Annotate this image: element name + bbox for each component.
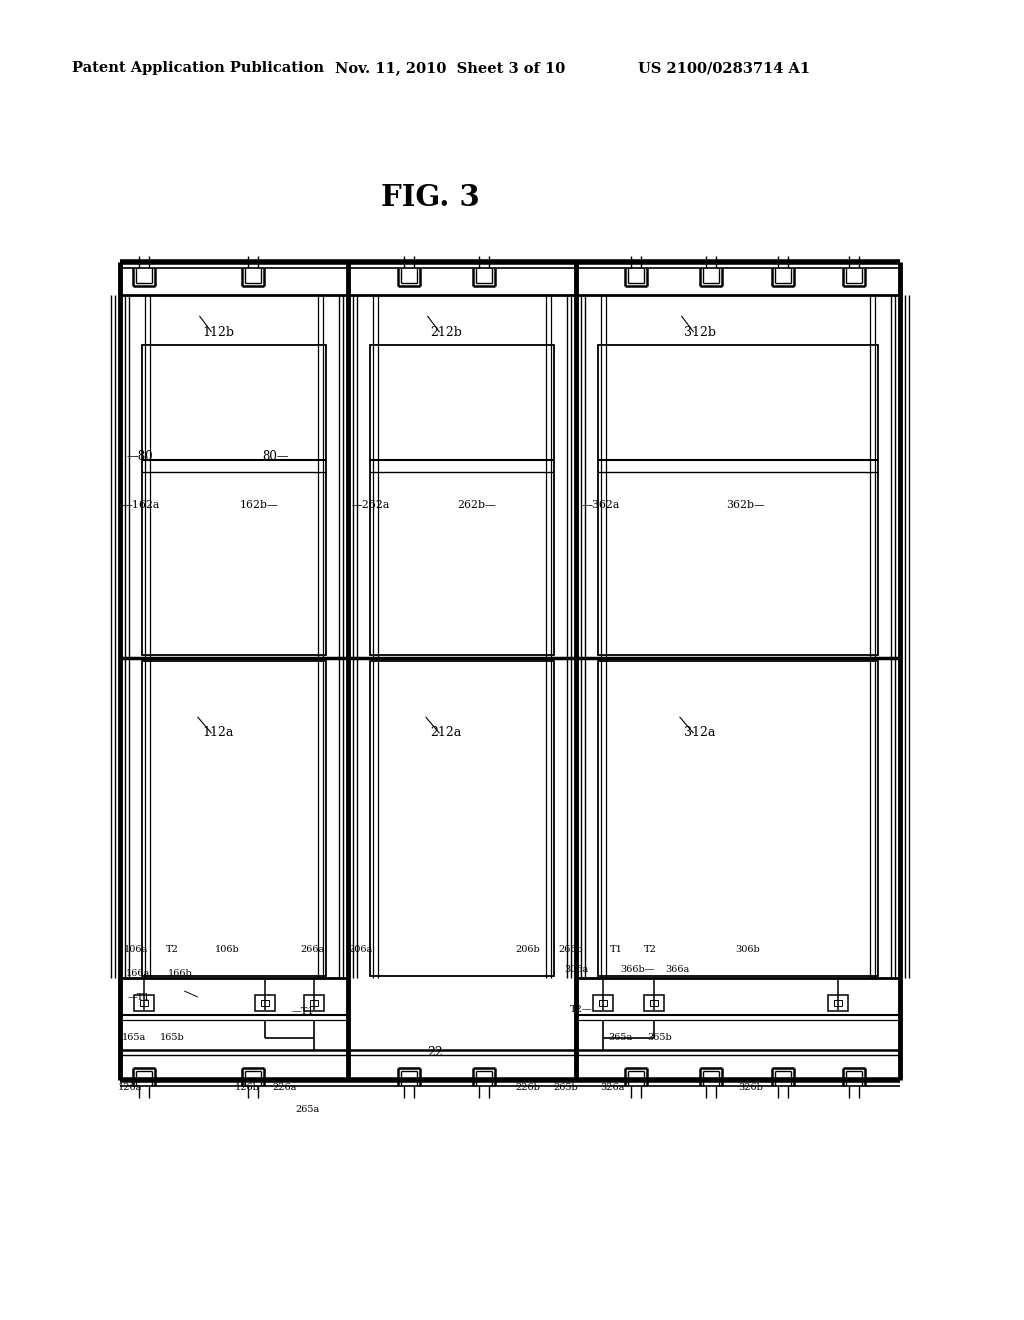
Text: 112b: 112b xyxy=(202,326,234,338)
Text: 212a: 212a xyxy=(430,726,462,739)
Bar xyxy=(304,995,324,1011)
Text: 365a: 365a xyxy=(608,1034,632,1043)
Bar xyxy=(593,995,613,1011)
Text: —T1: —T1 xyxy=(292,1007,314,1016)
Text: 206a: 206a xyxy=(348,945,373,954)
Text: 206b: 206b xyxy=(515,945,540,954)
Text: T2: T2 xyxy=(644,945,656,954)
Text: T2—: T2— xyxy=(570,1006,593,1015)
Text: 266a: 266a xyxy=(300,945,325,954)
Text: —362a: —362a xyxy=(582,500,621,510)
Bar xyxy=(142,345,326,655)
Bar xyxy=(261,1001,269,1006)
Text: Nov. 11, 2010  Sheet 3 of 10: Nov. 11, 2010 Sheet 3 of 10 xyxy=(335,61,565,75)
Text: 165a: 165a xyxy=(122,1034,146,1043)
Text: 266b: 266b xyxy=(558,945,583,954)
Text: 162b—: 162b— xyxy=(240,500,279,510)
Text: T1: T1 xyxy=(610,945,623,954)
Text: 306b: 306b xyxy=(735,945,760,954)
Text: 262b—: 262b— xyxy=(457,500,496,510)
Text: 126a: 126a xyxy=(118,1084,142,1093)
Bar xyxy=(134,995,154,1011)
Text: 265a: 265a xyxy=(295,1106,319,1114)
Text: 362b—: 362b— xyxy=(726,500,765,510)
Text: 106a: 106a xyxy=(124,945,148,954)
Text: 312b: 312b xyxy=(684,326,716,338)
Bar xyxy=(140,1001,148,1006)
Text: US 2100/0283714 A1: US 2100/0283714 A1 xyxy=(638,61,810,75)
Text: 306a: 306a xyxy=(564,965,588,974)
Bar xyxy=(644,995,664,1011)
Text: —262a: —262a xyxy=(352,500,390,510)
Text: 112a: 112a xyxy=(203,726,233,739)
Bar xyxy=(598,661,878,975)
Bar xyxy=(598,345,878,655)
Text: 166b: 166b xyxy=(168,969,193,978)
Text: 312a: 312a xyxy=(684,726,716,739)
Text: 165b: 165b xyxy=(160,1034,184,1043)
Bar xyxy=(828,995,848,1011)
Bar xyxy=(255,995,275,1011)
Text: T2: T2 xyxy=(166,945,179,954)
Text: 126b: 126b xyxy=(234,1084,260,1093)
Text: Patent Application Publication: Patent Application Publication xyxy=(72,61,324,75)
Text: 80—: 80— xyxy=(262,450,289,462)
Text: 326b: 326b xyxy=(738,1084,763,1093)
Bar xyxy=(834,1001,842,1006)
Bar xyxy=(310,1001,318,1006)
Text: 226a: 226a xyxy=(272,1084,296,1093)
Text: 106b: 106b xyxy=(215,945,240,954)
Bar xyxy=(650,1001,658,1006)
Text: 365b: 365b xyxy=(647,1034,672,1043)
Bar xyxy=(370,661,554,975)
Bar xyxy=(370,345,554,655)
Text: 212b: 212b xyxy=(430,326,462,338)
Bar xyxy=(142,661,326,975)
Text: 265b: 265b xyxy=(553,1084,578,1093)
Text: 226b: 226b xyxy=(515,1084,540,1093)
Text: —162a: —162a xyxy=(122,500,160,510)
Text: 366a: 366a xyxy=(665,965,689,974)
Bar xyxy=(599,1001,607,1006)
Text: FIG. 3: FIG. 3 xyxy=(381,183,479,213)
Text: —T1: —T1 xyxy=(128,994,151,1002)
Text: 366b—: 366b— xyxy=(620,965,654,974)
Text: 22: 22 xyxy=(427,1045,442,1059)
Text: 326a: 326a xyxy=(600,1084,625,1093)
Text: —80: —80 xyxy=(126,450,153,462)
Text: 166a: 166a xyxy=(126,969,151,978)
